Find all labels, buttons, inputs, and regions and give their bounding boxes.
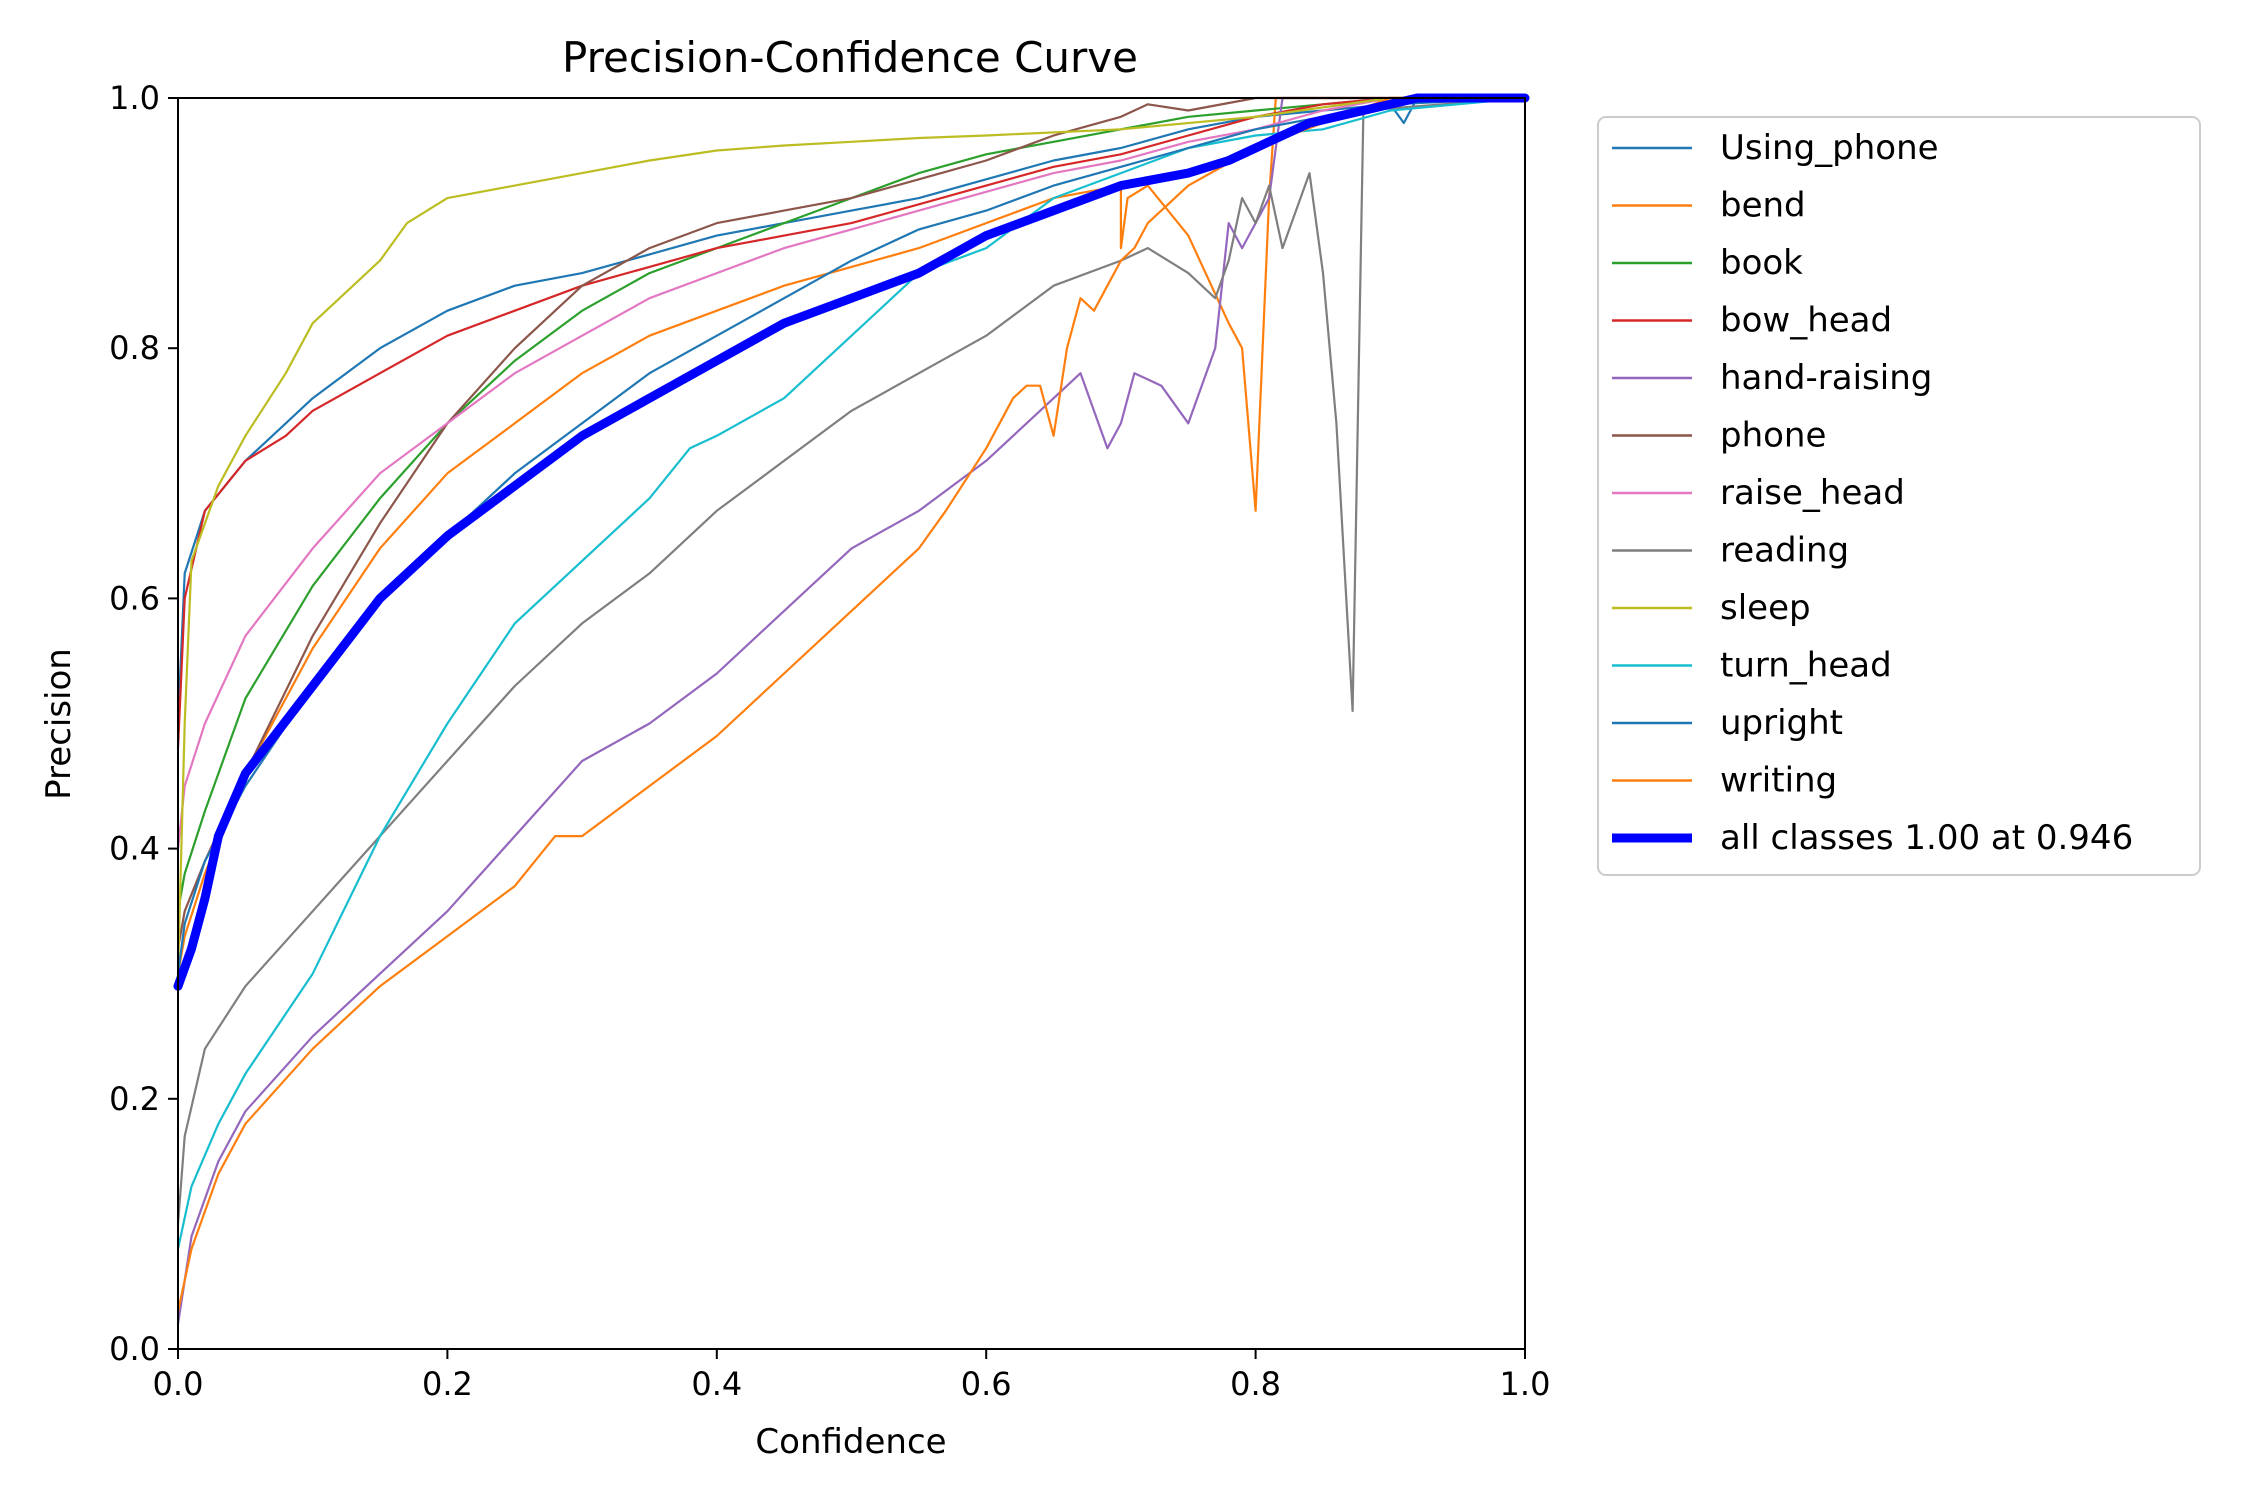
legend-label-bow-head: bow_head <box>1720 301 1892 341</box>
series-line-reading <box>176 96 1527 1225</box>
series-line-writing <box>176 96 1527 1313</box>
x-tick-label: 0.6 <box>961 1365 1012 1403</box>
legend-label-using-phone: Using_phone <box>1720 128 1939 168</box>
legend-label-upright: upright <box>1720 703 1843 743</box>
x-tick-label: 0.4 <box>691 1365 742 1403</box>
y-tick-label: 0.6 <box>109 579 160 617</box>
legend-label-book: book <box>1720 243 1803 283</box>
legend-label-bend: bend <box>1720 186 1806 226</box>
x-axis: 0.0 0.2 0.4 0.6 0.8 1.0 <box>153 1349 1551 1403</box>
series-line-hand-raising <box>176 96 1527 1326</box>
plot-area <box>173 93 1530 1350</box>
y-axis-label: Precision <box>39 648 79 800</box>
plot-background <box>178 98 1525 1349</box>
x-tick-label: 0.8 <box>1230 1365 1281 1403</box>
series-layer <box>173 93 1530 1326</box>
series-line-bow-head <box>176 96 1527 750</box>
x-tick-label: 1.0 <box>1500 1365 1551 1403</box>
x-tick-label: 0.0 <box>153 1365 204 1403</box>
series-line-turn-head <box>176 96 1527 1250</box>
legend-label-sleep: sleep <box>1720 588 1811 628</box>
legend-label-raise-head: raise_head <box>1720 473 1905 513</box>
legend-label-turn-head: turn_head <box>1720 646 1892 686</box>
chart-title: Precision-Confidence Curve <box>562 33 1138 82</box>
y-tick-label: 1.0 <box>109 79 160 117</box>
series-line-phone <box>176 96 1527 950</box>
y-axis: 0.0 0.2 0.4 0.6 0.8 1.0 <box>109 79 178 1368</box>
y-tick-label: 0.8 <box>109 329 160 367</box>
plot-frame <box>177 97 1526 1350</box>
y-tick-label: 0.0 <box>109 1330 160 1368</box>
legend-label-reading: reading <box>1720 531 1849 571</box>
series-line-book <box>176 96 1527 913</box>
legend-frame <box>1597 116 2201 876</box>
y-tick-label: 0.4 <box>109 830 160 868</box>
x-tick-label: 0.2 <box>422 1365 473 1403</box>
series-line-sleep <box>176 96 1527 975</box>
x-axis-label: Confidence <box>755 1422 946 1462</box>
y-tick-label: 0.2 <box>109 1080 160 1118</box>
legend-label-hand-raising: hand-raising <box>1720 358 1932 398</box>
series-line-all-classes-1-00-at-0-946 <box>173 93 1530 991</box>
series-line-bend <box>176 96 1527 975</box>
legend-label-phone: phone <box>1720 416 1826 456</box>
legend-label-writing: writing <box>1720 761 1837 801</box>
series-line-raise-head <box>176 96 1527 850</box>
legend-label-all-classes-1-00-at-0-946: all classes 1.00 at 0.946 <box>1720 818 2133 858</box>
